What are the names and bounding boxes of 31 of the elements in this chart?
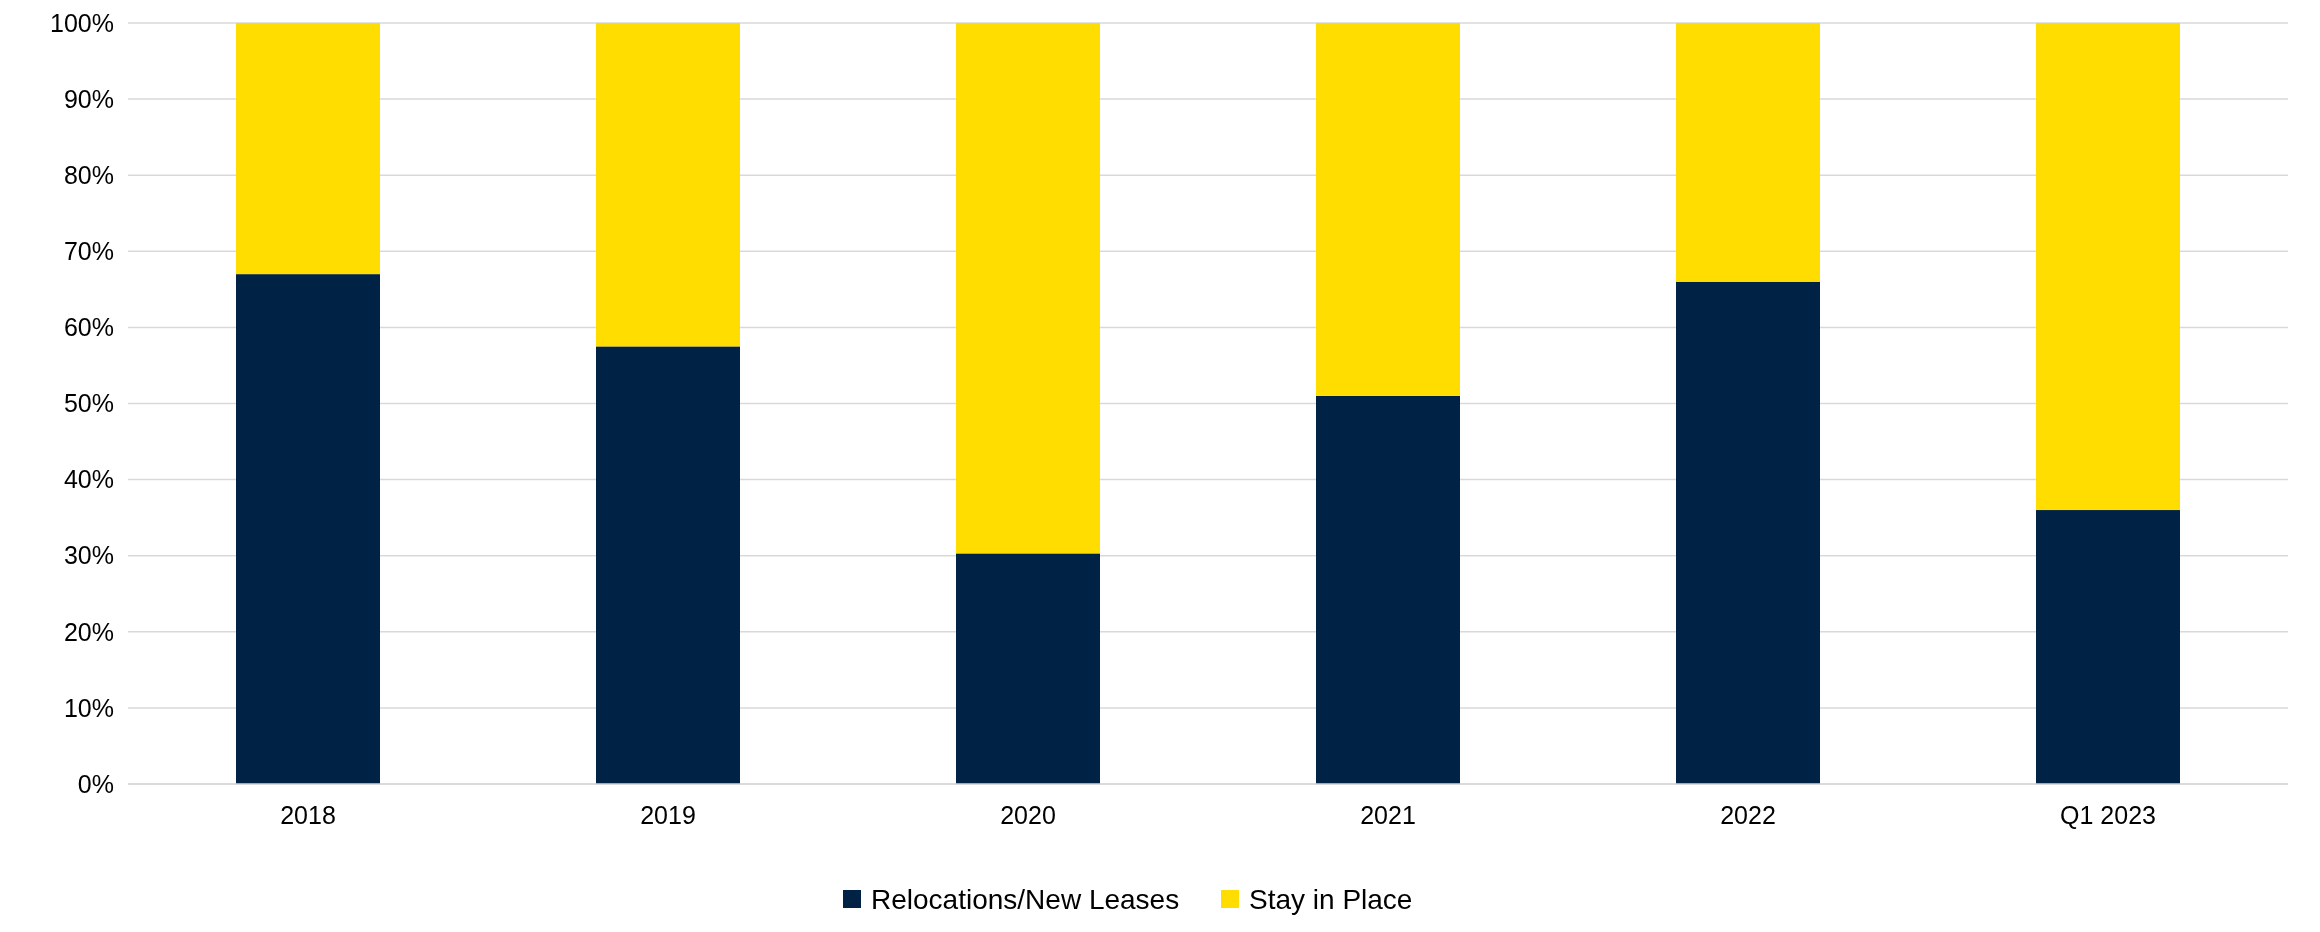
bar	[596, 346, 740, 784]
x-tick-label: 2021	[1360, 801, 1416, 829]
bar	[236, 23, 380, 275]
x-tick-label: 2019	[640, 801, 696, 829]
y-tick-label: 70%	[63, 237, 114, 266]
y-tick-label: 30%	[63, 541, 114, 570]
bar	[956, 23, 1100, 554]
bar	[1316, 395, 1460, 784]
bar	[596, 23, 740, 347]
x-tick-label: 2018	[280, 801, 336, 829]
x-tick-label: 2020	[1000, 801, 1056, 829]
legend-label: Stay in Place	[1249, 883, 1413, 915]
bar	[1316, 23, 1460, 396]
y-tick-label: 80%	[63, 160, 114, 189]
bar	[236, 274, 380, 784]
bar	[2036, 23, 2180, 511]
y-tick-label: 20%	[63, 617, 114, 646]
bar	[2036, 510, 2180, 784]
y-tick-label: 100%	[50, 8, 114, 37]
y-tick-label: 90%	[63, 84, 114, 113]
y-tick-label: 0%	[77, 769, 114, 798]
y-tick-label: 40%	[63, 465, 114, 494]
x-tick-label: Q1 2023	[2060, 801, 2156, 829]
y-tick-label: 50%	[63, 389, 114, 418]
bar	[956, 553, 1100, 784]
y-tick-label: 60%	[63, 313, 114, 342]
y-tick-label: 10%	[63, 693, 114, 722]
bar	[1676, 281, 1820, 784]
bar	[1676, 23, 1820, 282]
legend-label: Relocations/New Leases	[871, 883, 1180, 915]
x-tick-label: 2022	[1720, 801, 1776, 829]
